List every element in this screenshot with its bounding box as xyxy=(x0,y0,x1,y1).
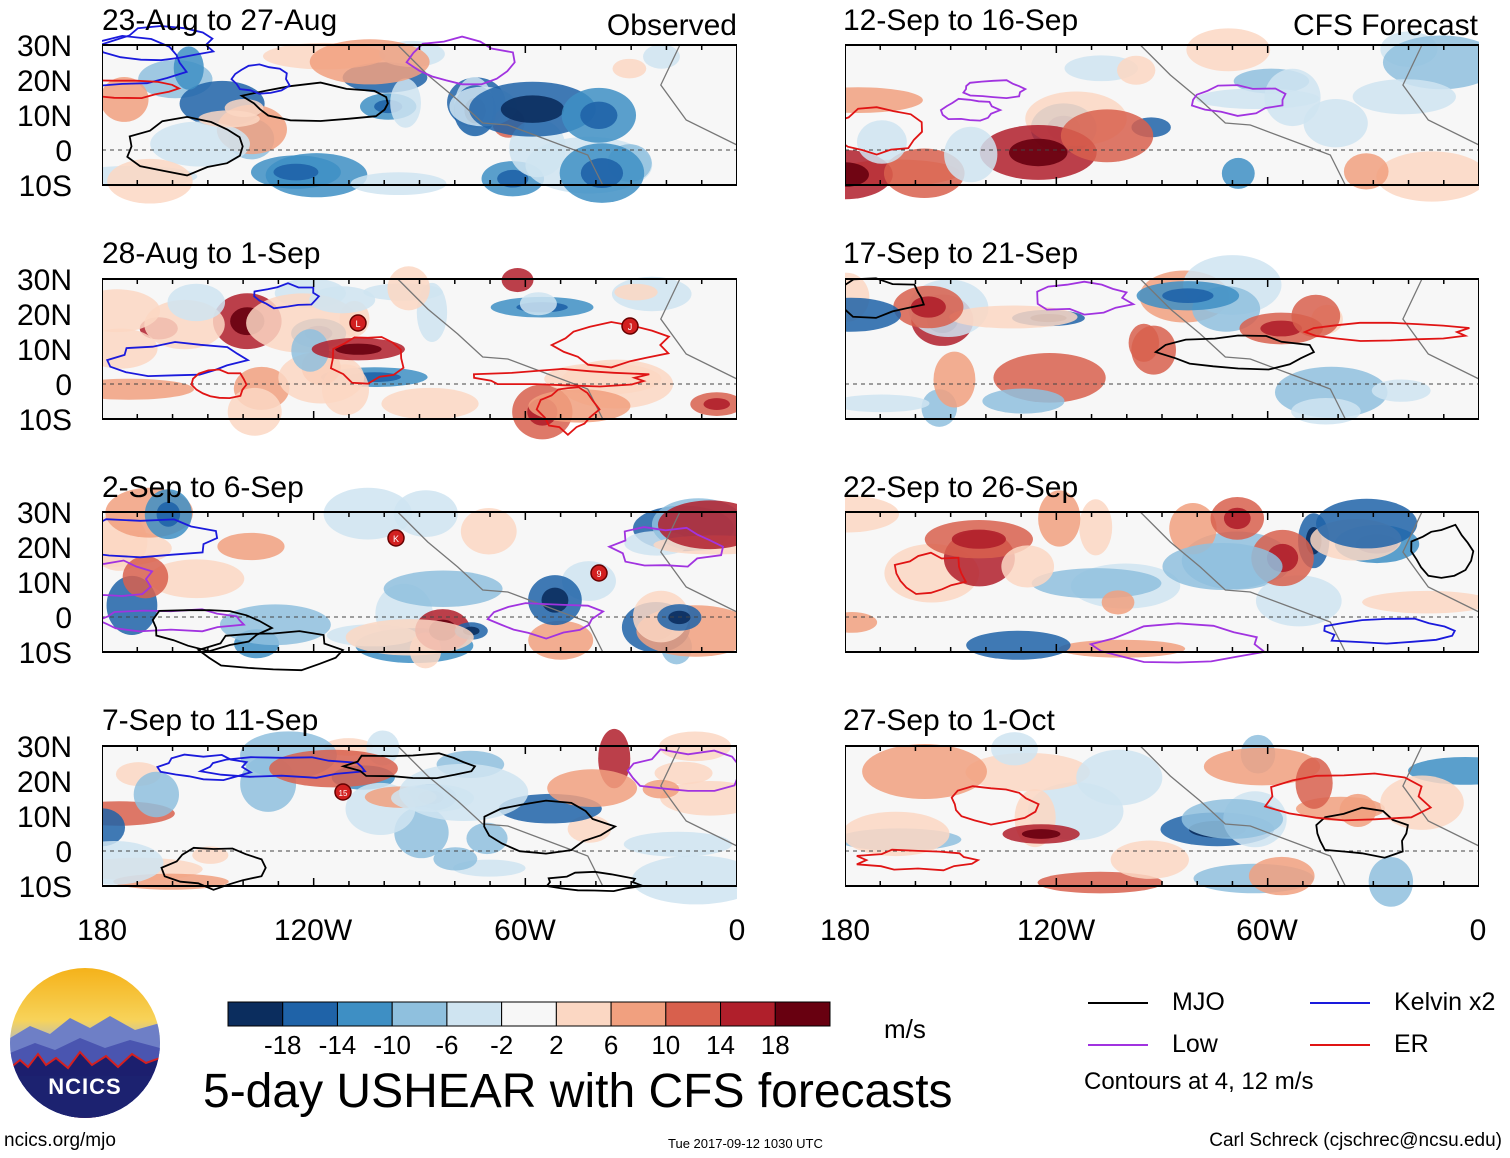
forecast-panel-4 xyxy=(845,732,1479,907)
y-tick-label: 20N xyxy=(17,532,72,565)
panel-title-observed-4: 7-Sep to 11-Sep xyxy=(102,704,318,737)
y-tick-label: 0 xyxy=(55,135,72,168)
colorbar-swatch xyxy=(227,1001,284,1027)
panel-title-forecast-4: 27-Sep to 1-Oct xyxy=(843,704,1055,737)
footer-credit: Carl Schreck (cjschrec@ncsu.edu) xyxy=(1209,1130,1502,1151)
x-tick-right-180: 180 xyxy=(820,914,870,947)
map-panels: Observed CFS Forecast 23-Aug to 27-Aug 2… xyxy=(17,4,1487,947)
y-tick-label: 10N xyxy=(17,801,72,834)
panel-title-observed-2: 28-Aug to 1-Sep xyxy=(102,237,320,270)
colorbar-swatch xyxy=(555,1001,612,1027)
y-tick-label: 30N xyxy=(17,264,72,297)
panel-title-observed-3: 2-Sep to 6-Sep xyxy=(102,471,304,504)
legend-kelvin-line xyxy=(1310,1001,1370,1004)
colorbar-swatch xyxy=(720,1001,776,1027)
y-tick-label: 0 xyxy=(55,836,72,869)
legend-mjo-line xyxy=(1088,1001,1148,1004)
y-tick-label: 10S xyxy=(19,637,72,670)
storm-marker-l: L xyxy=(349,314,367,332)
observed-panel-2 xyxy=(102,266,737,440)
panel-title-observed-1: 23-Aug to 27-Aug xyxy=(102,4,337,37)
x-tick-left-60w: 60W xyxy=(494,914,556,947)
storm-marker-k: K xyxy=(387,529,405,547)
svg-text:J: J xyxy=(628,322,633,332)
y-tick-label: 20N xyxy=(17,766,72,799)
x-tick-left-0: 0 xyxy=(729,914,746,947)
x-tick-left-120w: 120W xyxy=(274,914,353,947)
storm-marker-15: 15 xyxy=(334,783,352,801)
storm-marker-9: 9 xyxy=(590,564,608,582)
colorbar-tick-label: 6 xyxy=(604,1030,618,1060)
y-tick-label: 0 xyxy=(55,369,72,402)
colorbar-tick-label: -14 xyxy=(319,1030,357,1060)
colorbar-swatch xyxy=(282,1001,338,1027)
legend-er-line xyxy=(1310,1043,1370,1046)
colorbar-tick-label: -6 xyxy=(435,1030,458,1060)
colorbar-tick-label: 14 xyxy=(706,1030,735,1060)
colorbar-swatch xyxy=(774,1001,831,1027)
panel-title-forecast-3: 22-Sep to 26-Sep xyxy=(843,471,1078,504)
footer-url: ncics.org/mjo xyxy=(4,1130,116,1151)
legend-low: Low xyxy=(1088,1030,1218,1059)
colorbar-swatch xyxy=(336,1001,393,1027)
legend-mjo: MJO xyxy=(1088,988,1225,1017)
colorbar-tick-label: -2 xyxy=(490,1030,513,1060)
footer-timestamp: Tue 2017-09-12 1030 UTC xyxy=(668,1136,823,1151)
legend-er-label: ER xyxy=(1394,1030,1429,1058)
svg-text:15: 15 xyxy=(339,789,348,798)
colorbar: -18 -14 -10 -6 -2 2 6 10 14 18 xyxy=(227,1001,831,1060)
legend-er: ER xyxy=(1310,1030,1429,1059)
x-tick-right-60w: 60W xyxy=(1236,914,1298,947)
legend-low-line xyxy=(1088,1043,1148,1046)
y-tick-label: 20N xyxy=(17,65,72,98)
y-tick-label: 10N xyxy=(17,334,72,367)
legend-kelvin-label: Kelvin x2 xyxy=(1394,988,1496,1016)
svg-text:L: L xyxy=(355,319,360,329)
observed-label: Observed xyxy=(607,9,737,42)
y-tick-label: 0 xyxy=(55,602,72,635)
colorbar-tick-label: 2 xyxy=(549,1030,563,1060)
colorbar-swatch xyxy=(501,1001,557,1027)
x-tick-left-180: 180 xyxy=(77,914,127,947)
colorbar-tick-label: 10 xyxy=(651,1030,680,1060)
y-tick-label: 10S xyxy=(19,404,72,437)
y-tick-label: 30N xyxy=(17,30,72,63)
y-tick-label: 10N xyxy=(17,567,72,600)
legend-mjo-label: MJO xyxy=(1172,988,1225,1016)
logo-text: NCICS xyxy=(48,1074,121,1099)
colorbar-tick-label: -10 xyxy=(373,1030,411,1060)
colorbar-swatch xyxy=(391,1001,448,1027)
colorbar-tick-label: -18 xyxy=(264,1030,302,1060)
panel-title-forecast-1: 12-Sep to 16-Sep xyxy=(843,4,1078,37)
y-tick-label: 10N xyxy=(17,100,72,133)
legend-low-label: Low xyxy=(1172,1030,1218,1058)
observed-panel-1 xyxy=(102,25,737,204)
svg-text:9: 9 xyxy=(596,569,601,579)
panel-title-forecast-2: 17-Sep to 21-Sep xyxy=(843,237,1078,270)
colorbar-tick-label: 18 xyxy=(761,1030,790,1060)
y-tick-label: 30N xyxy=(17,497,72,530)
forecast-panel-3 xyxy=(845,490,1479,664)
contour-note: Contours at 4, 12 m/s xyxy=(1084,1068,1314,1095)
forecast-panel-2 xyxy=(845,255,1479,427)
y-tick-label: 10S xyxy=(19,170,72,203)
y-tick-label: 10S xyxy=(19,871,72,904)
main-title: 5-day USHEAR with CFS forecasts xyxy=(203,1065,953,1118)
units-label: m/s xyxy=(884,1014,926,1044)
legend-kelvin: Kelvin x2 xyxy=(1310,988,1495,1017)
colorbar-swatch xyxy=(446,1001,503,1027)
forecast-panel-1 xyxy=(845,28,1479,202)
y-tick-label: 30N xyxy=(17,731,72,764)
ncics-logo: NCICS xyxy=(10,968,160,1118)
colorbar-swatch xyxy=(665,1001,722,1027)
svg-text:K: K xyxy=(393,534,399,544)
observed-panel-3 xyxy=(102,487,737,672)
y-tick-label: 20N xyxy=(17,299,72,332)
colorbar-swatch xyxy=(610,1001,667,1027)
storm-marker-j: J xyxy=(621,317,639,335)
cfs-forecast-label: CFS Forecast xyxy=(1293,9,1479,42)
observed-panel-4 xyxy=(102,728,737,905)
x-tick-right-0: 0 xyxy=(1470,914,1487,947)
x-tick-right-120w: 120W xyxy=(1017,914,1096,947)
